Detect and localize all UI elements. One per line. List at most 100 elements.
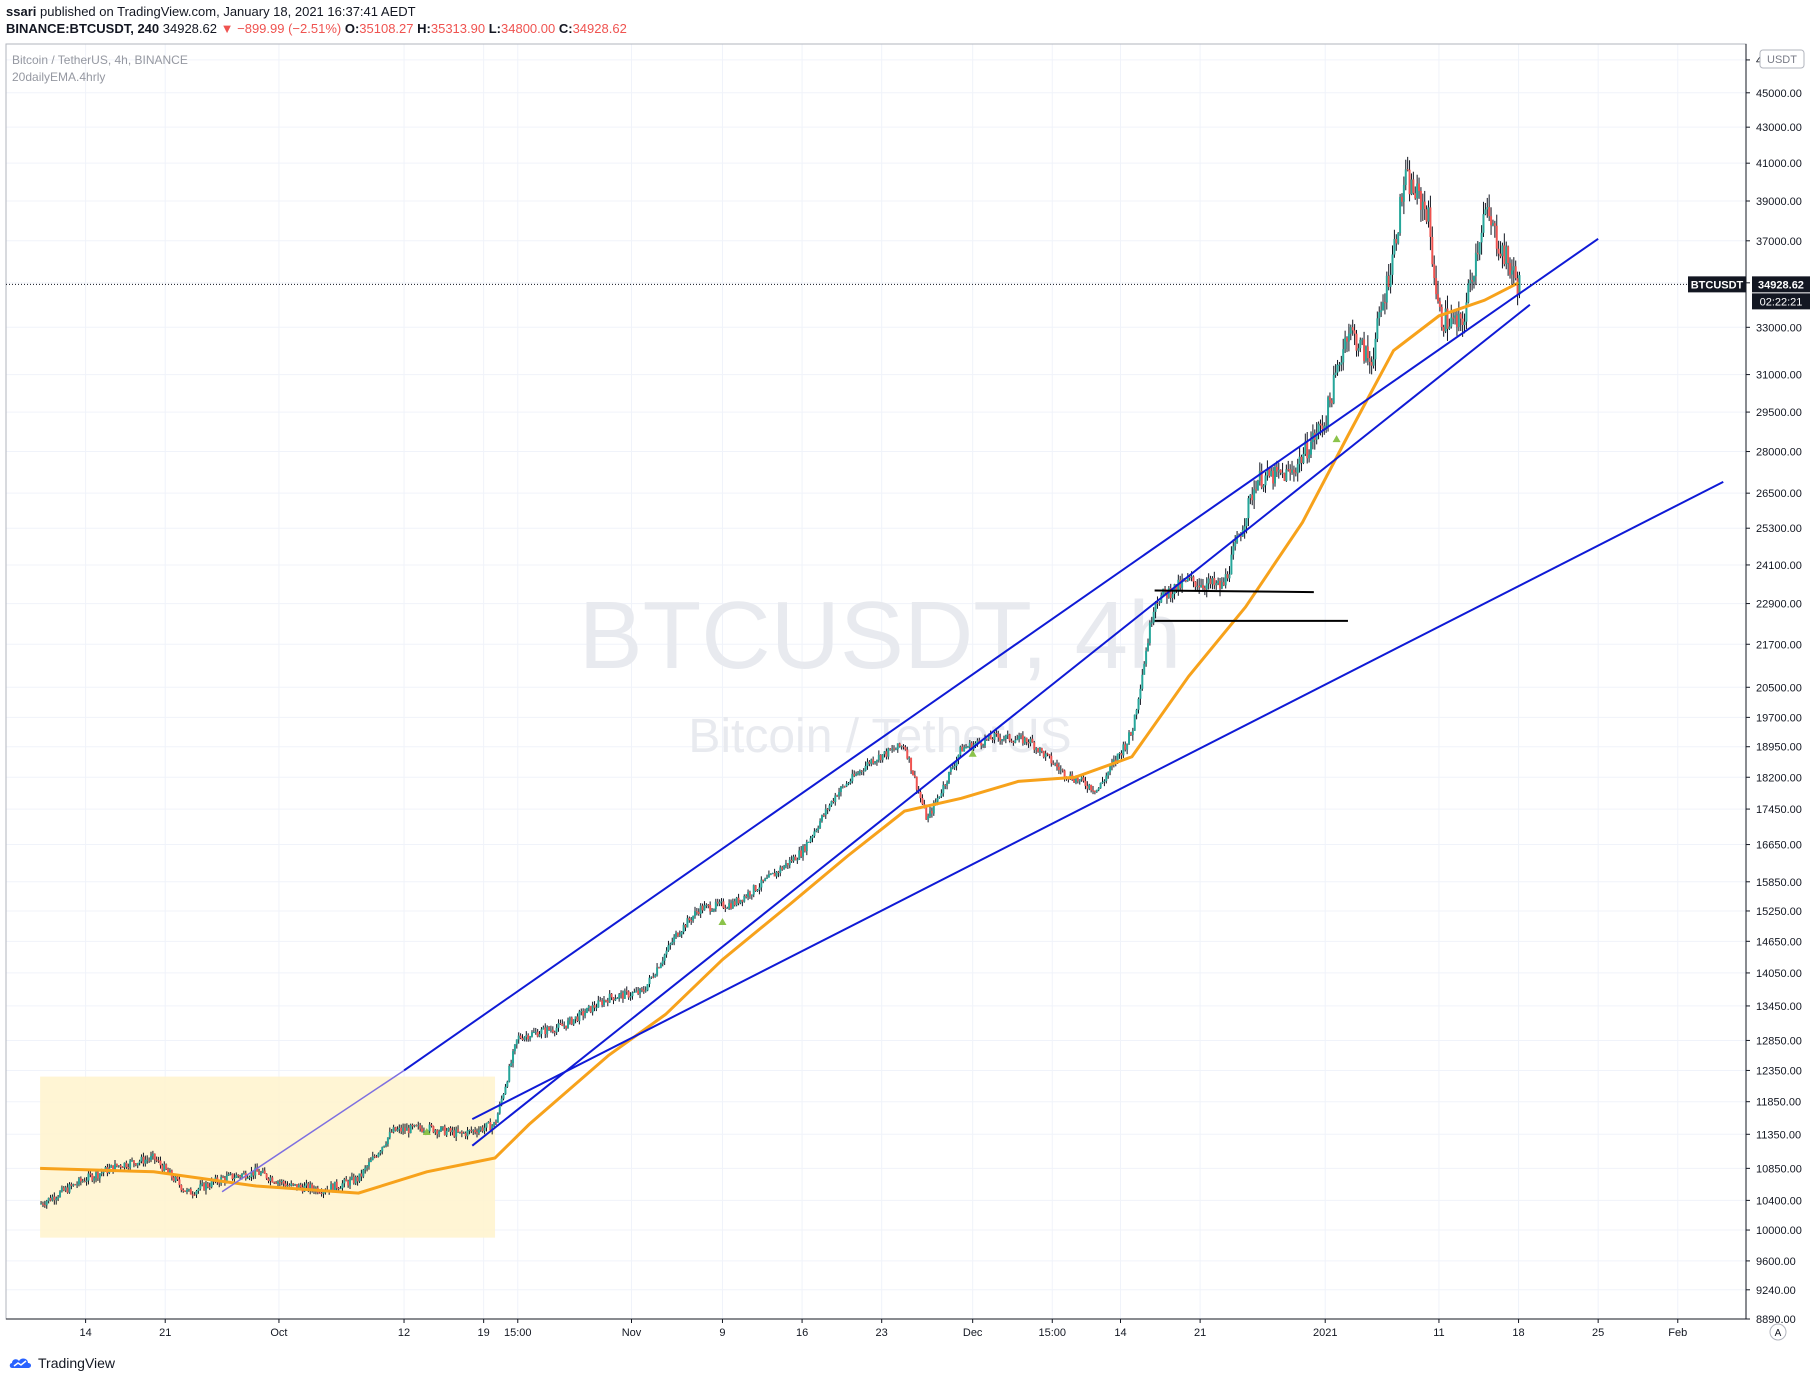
candle-body: [343, 1179, 346, 1184]
candle-body: [894, 749, 897, 751]
candle-body: [919, 791, 922, 799]
candle-body: [675, 932, 678, 937]
candle-body: [623, 990, 626, 999]
candle-body: [178, 1179, 181, 1186]
candle-body: [197, 1188, 200, 1191]
candle-body: [1272, 470, 1275, 484]
candle-body: [417, 1125, 420, 1127]
candle-body: [610, 993, 613, 998]
candle-body: [180, 1185, 183, 1191]
candle-body: [1158, 602, 1161, 604]
candle-body: [498, 1103, 501, 1114]
candle-body: [1294, 472, 1297, 474]
candle-body: [709, 905, 712, 912]
candle-body: [1050, 755, 1053, 764]
candle-body: [1289, 469, 1292, 473]
candle-body: [1137, 698, 1140, 710]
candle-body: [445, 1130, 448, 1136]
candle-body: [557, 1023, 560, 1028]
candle-body: [838, 792, 841, 797]
candle-body: [89, 1173, 92, 1175]
tradingview-footer[interactable]: TradingView: [8, 1355, 115, 1371]
candle-body: [849, 781, 852, 784]
candle-body: [333, 1181, 336, 1192]
candle-body: [1363, 339, 1366, 361]
price-axis[interactable]: 47000.0045000.0043000.0041000.0039000.00…: [1745, 44, 1802, 1326]
candle-body: [1484, 209, 1487, 215]
candle-body: [946, 782, 949, 786]
candle-body: [980, 742, 983, 746]
candle-body: [639, 988, 642, 994]
candle-body: [182, 1190, 185, 1192]
high-label: H:: [417, 21, 431, 36]
candle-body: [240, 1174, 243, 1177]
price-tick-label: 24100.00: [1756, 560, 1802, 572]
candle-body: [132, 1160, 135, 1164]
price-tick-label: 9240.00: [1756, 1285, 1796, 1297]
candle-body: [1457, 313, 1460, 328]
auto-scale-button[interactable]: A: [1769, 1323, 1787, 1341]
price-tick-label: 10000.00: [1756, 1225, 1802, 1237]
legend-series-title[interactable]: Bitcoin / TetherUS, 4h, BINANCE: [12, 53, 188, 67]
price-tick-label: 33000.00: [1756, 322, 1802, 334]
time-tick-label: 11: [1433, 1327, 1444, 1339]
candle-body: [633, 991, 636, 993]
candle-body: [525, 1035, 528, 1038]
candle-body: [349, 1179, 352, 1186]
candle-body: [1393, 239, 1396, 255]
candle-body: [1056, 763, 1059, 767]
candle-body: [1488, 207, 1491, 217]
candle-body: [432, 1126, 435, 1133]
legend-indicator[interactable]: 20dailyEMA.4hrly: [12, 70, 105, 84]
candle-body: [697, 911, 700, 914]
ema-line[interactable]: [40, 281, 1520, 1195]
candle-body: [737, 897, 740, 904]
candle-body: [1135, 709, 1138, 715]
candle-body: [1014, 740, 1017, 743]
candle-body: [767, 874, 770, 878]
candle-body: [656, 967, 659, 976]
price-label: BTCUSDT 34928.62 02:22:21: [1688, 276, 1810, 310]
candle-body: [40, 1203, 43, 1205]
candle-body: [568, 1017, 571, 1021]
publisher-name[interactable]: ssari: [6, 4, 37, 19]
candle-body: [1266, 468, 1269, 476]
candle-body: [735, 897, 738, 906]
candle-body: [1211, 578, 1214, 585]
candle-body: [1052, 763, 1055, 765]
candle-body: [1146, 643, 1149, 651]
time-tick-label: 2021: [1313, 1327, 1337, 1339]
candle-body: [898, 743, 901, 747]
candle-body: [1154, 602, 1157, 612]
candle-body: [612, 997, 615, 1001]
candle-body: [1230, 554, 1233, 575]
candle-body: [1097, 788, 1100, 790]
candle-body: [1219, 580, 1222, 589]
candle-body: [1438, 301, 1441, 307]
range-box[interactable]: [40, 1076, 496, 1238]
candle-body: [280, 1180, 283, 1183]
candle-body: [1467, 283, 1470, 303]
candle-body: [618, 994, 621, 999]
candle-body: [754, 885, 757, 891]
candle-body: [684, 924, 687, 928]
candle-body: [1021, 735, 1024, 744]
open-label: O:: [344, 21, 360, 36]
candle-body: [1372, 359, 1375, 366]
time-axis[interactable]: 14 21 Oct 12 19 15:00 Nov 9 16 23 Dec 15:00 14 21 2021…: [6, 1318, 1746, 1339]
candle-body: [635, 990, 638, 992]
candle-body: [1192, 576, 1195, 582]
candle-body: [913, 775, 916, 777]
candle-body: [1232, 546, 1235, 555]
candle-body: [534, 1031, 537, 1033]
candle-body: [208, 1186, 211, 1188]
candle-body: [1156, 602, 1159, 604]
candle-body: [822, 815, 825, 817]
currency-badge[interactable]: USDT: [1759, 49, 1805, 69]
trendlines[interactable]: [221, 237, 1724, 1193]
candle-body: [271, 1177, 274, 1183]
candle-body: [1368, 358, 1371, 362]
candle-body: [834, 795, 837, 802]
candle-body: [826, 808, 829, 810]
